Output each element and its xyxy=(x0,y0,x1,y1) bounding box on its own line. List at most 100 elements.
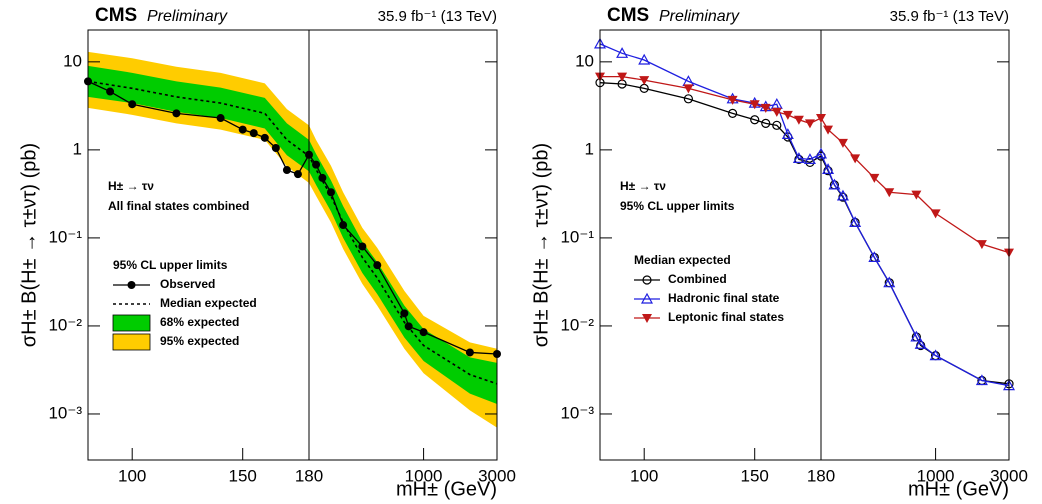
y-tick-label: 10⁻² xyxy=(48,315,82,334)
legend-marker xyxy=(642,314,652,323)
marker xyxy=(282,166,291,175)
legend-label: 68% expected xyxy=(160,315,239,329)
marker xyxy=(616,47,629,58)
marker xyxy=(260,133,269,142)
marker xyxy=(749,100,760,110)
marker xyxy=(238,125,247,134)
x-tick-label: 100 xyxy=(118,466,146,485)
marker xyxy=(849,216,862,228)
legend-title: Median expected xyxy=(634,253,731,267)
x-tick-label: 1000 xyxy=(917,466,955,485)
x-tick-label: 100 xyxy=(630,466,658,485)
series-line xyxy=(600,75,1010,254)
marker xyxy=(782,110,793,120)
marker xyxy=(318,173,327,182)
marker xyxy=(883,276,896,288)
marker xyxy=(930,209,941,219)
series-line xyxy=(599,82,1010,385)
annotation: H± → τν xyxy=(620,179,666,193)
cms-label: CMS xyxy=(607,5,649,26)
legend-label: Leptonic final states xyxy=(668,310,784,324)
y-tick-label: 10⁻¹ xyxy=(48,227,82,246)
x-tick-label: 3000 xyxy=(990,466,1028,485)
annotation: All final states combined xyxy=(108,199,249,213)
y-axis-label: σH± B(H± → τ±ντ) (pb) xyxy=(18,143,40,347)
cms-sublabel: Preliminary xyxy=(147,8,228,25)
marker xyxy=(822,163,835,175)
x-tick-label: 150 xyxy=(229,466,257,485)
marker xyxy=(293,170,302,179)
lumi: 35.9 fb⁻¹ (13 TeV) xyxy=(378,8,497,25)
legend-label: 95% expected xyxy=(160,334,239,348)
marker xyxy=(804,119,815,129)
marker xyxy=(929,349,942,361)
x-tick-label: 180 xyxy=(295,466,323,485)
marker xyxy=(868,251,881,263)
y-tick-label: 10⁻³ xyxy=(48,403,82,422)
y-tick-label: 10⁻² xyxy=(560,315,594,334)
marker xyxy=(803,153,816,164)
marker xyxy=(911,190,922,200)
marker xyxy=(106,87,115,96)
marker xyxy=(850,154,861,164)
marker xyxy=(373,261,382,270)
annotation: H± → τν xyxy=(108,179,154,193)
marker xyxy=(339,221,348,230)
x-axis-label: mH± (GeV) xyxy=(908,478,1009,500)
marker xyxy=(772,120,782,130)
marker xyxy=(837,138,848,148)
legend-swatch xyxy=(112,333,151,351)
marker xyxy=(869,173,880,183)
marker xyxy=(639,76,650,86)
marker xyxy=(816,114,826,124)
marker xyxy=(828,178,841,190)
series-line xyxy=(599,43,1010,387)
legend-label: Hadronic final state xyxy=(668,291,780,305)
marker xyxy=(792,152,805,164)
plot-frame xyxy=(599,29,1010,461)
marker xyxy=(249,129,258,138)
marker xyxy=(914,337,927,349)
marker xyxy=(216,114,225,123)
y-tick-label: 10⁻¹ xyxy=(560,227,594,246)
marker xyxy=(727,108,738,118)
legend-marker xyxy=(642,275,652,285)
marker xyxy=(750,115,760,125)
marker xyxy=(326,188,335,197)
marker xyxy=(836,189,849,201)
x-tick-label: 3000 xyxy=(478,466,516,485)
y-tick-label: 1 xyxy=(73,139,82,158)
marker xyxy=(793,115,804,125)
marker xyxy=(760,103,771,113)
marker xyxy=(814,147,828,159)
marker xyxy=(823,125,834,135)
legend-swatch xyxy=(112,314,151,332)
y-tick-label: 10 xyxy=(575,51,594,70)
marker xyxy=(781,128,794,139)
x-tick-label: 180 xyxy=(807,466,835,485)
y-axis-label: σH± B(H± → τ±ντ) (pb) xyxy=(530,143,552,347)
legend-label: Observed xyxy=(160,277,215,291)
marker xyxy=(761,118,771,128)
marker xyxy=(358,242,367,251)
marker xyxy=(976,240,987,250)
marker xyxy=(617,72,628,82)
y-tick-label: 1 xyxy=(585,139,594,158)
y-tick-label: 10 xyxy=(63,51,82,70)
marker xyxy=(884,188,895,198)
annotation: 95% CL upper limits xyxy=(620,199,735,213)
y-tick-label: 10⁻³ xyxy=(560,403,594,422)
legend-marker xyxy=(127,281,136,289)
marker xyxy=(771,107,782,117)
x-tick-label: 1000 xyxy=(405,466,443,485)
marker xyxy=(305,150,313,159)
series-line xyxy=(87,80,498,385)
legend-label: Median expected xyxy=(160,296,257,310)
marker xyxy=(727,95,738,105)
band xyxy=(88,65,497,404)
legend-title: 95% CL upper limits xyxy=(113,258,228,272)
marker xyxy=(638,53,651,65)
marker xyxy=(312,160,321,169)
plot-frame xyxy=(87,29,498,461)
